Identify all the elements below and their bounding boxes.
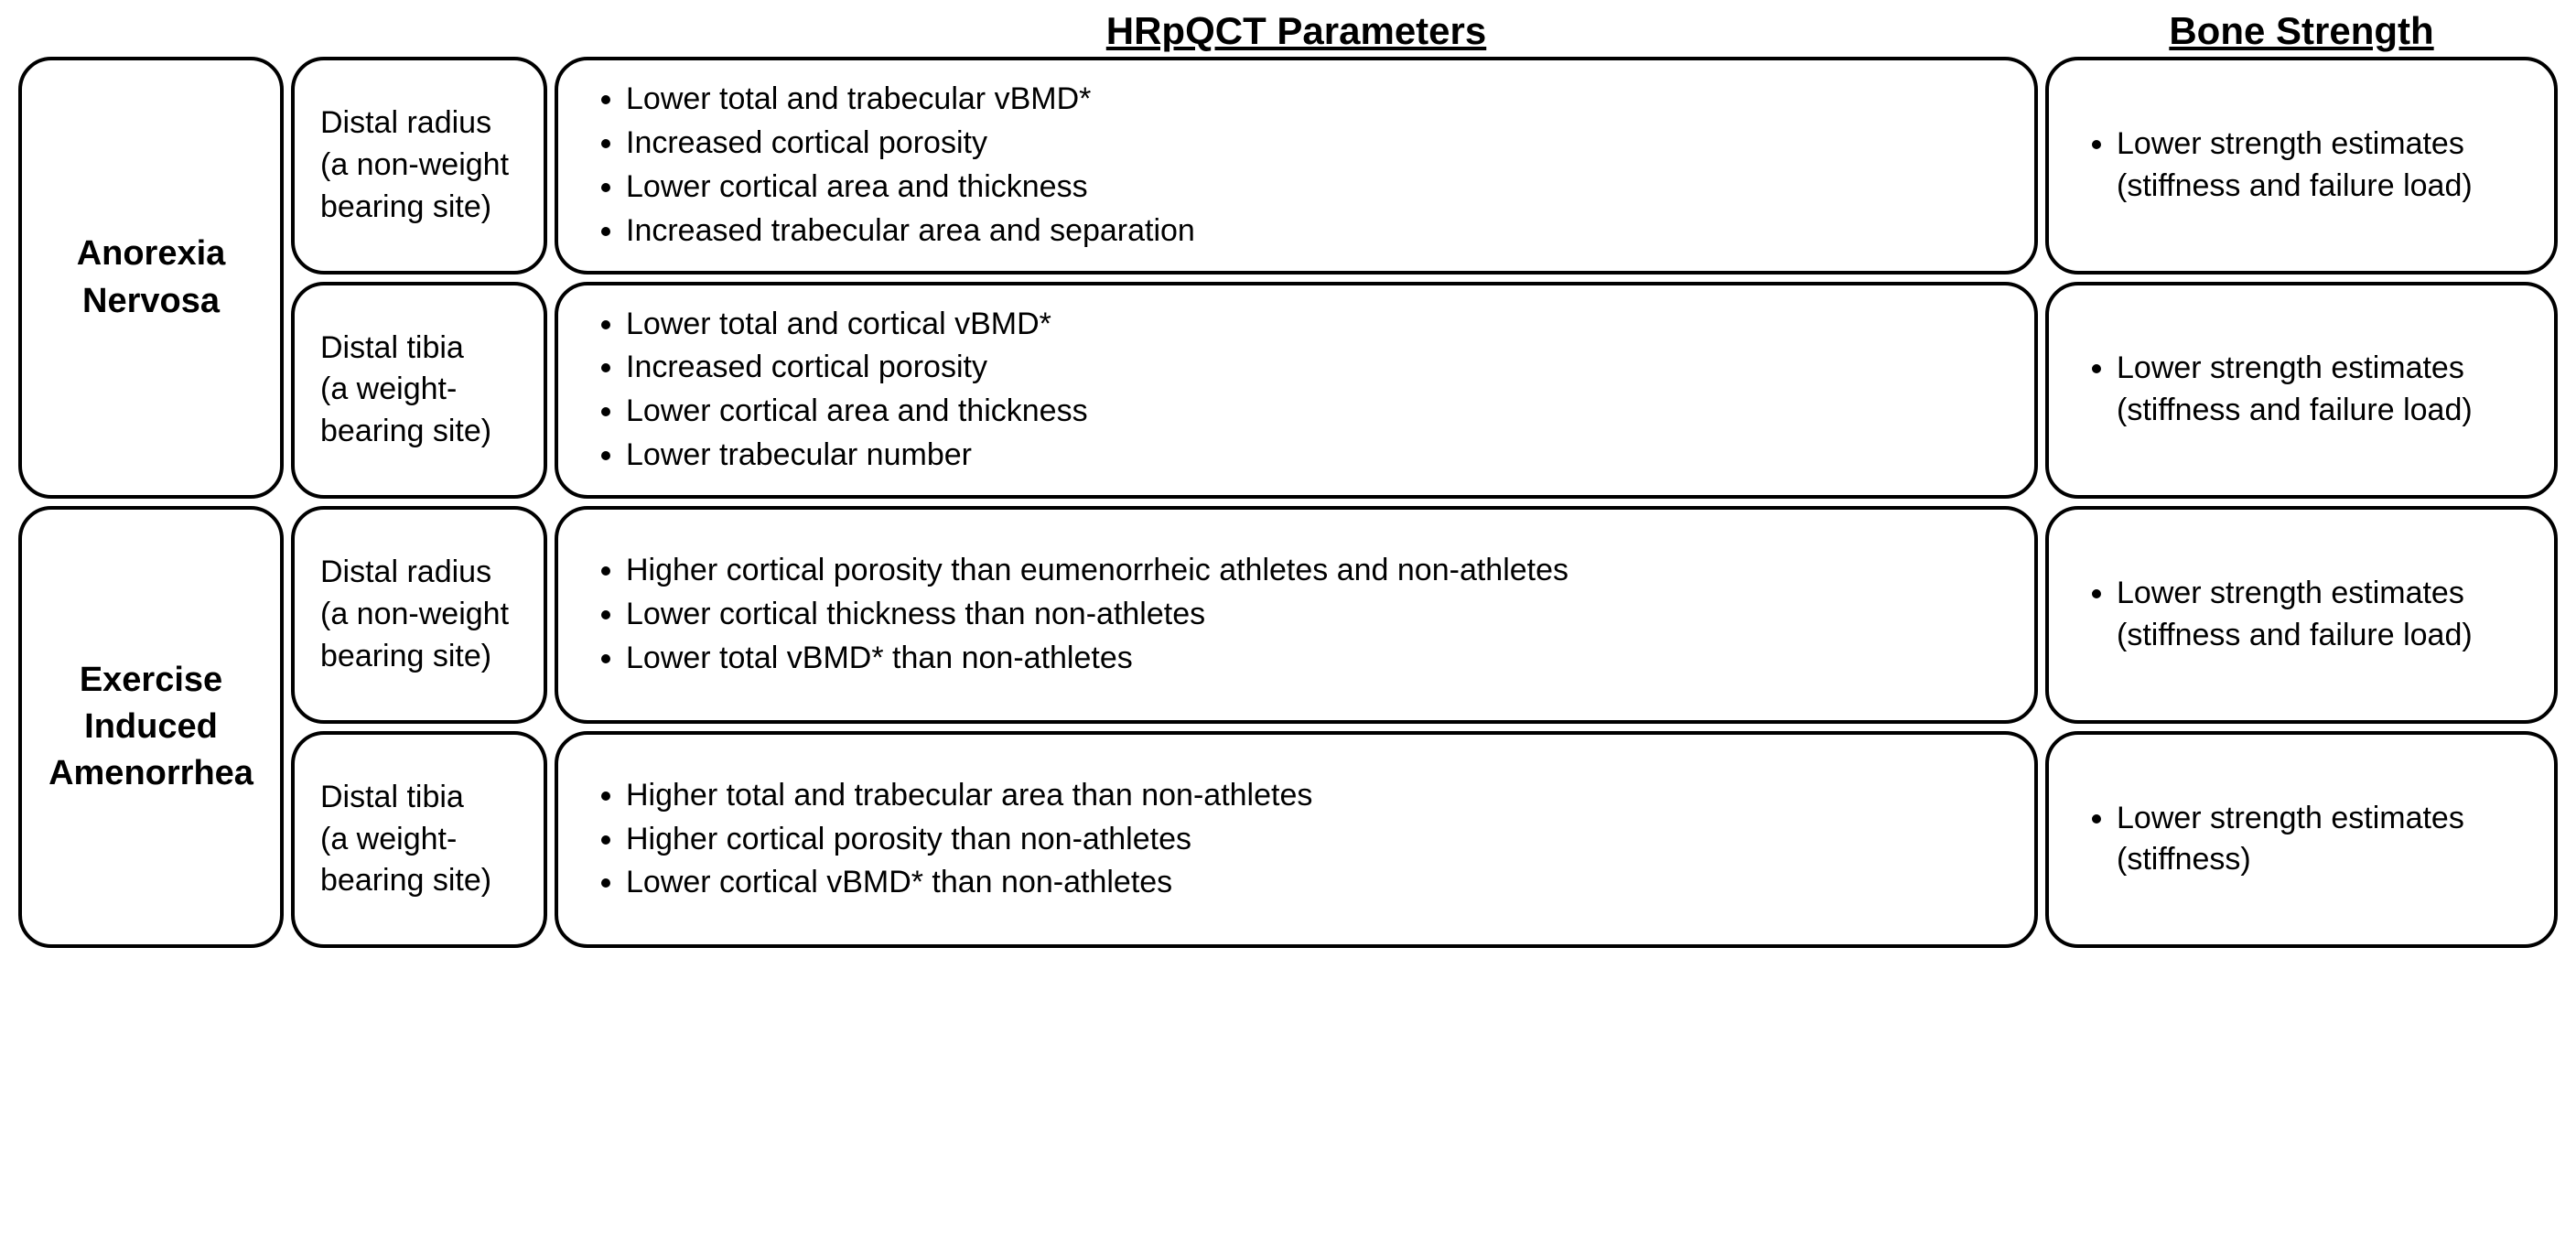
site-line2: (a weight-bearing site) bbox=[320, 822, 491, 899]
strength-box-0-1: Lower strength estimates (stiffness and … bbox=[2045, 282, 2558, 500]
site-line1: Distal tibia bbox=[320, 330, 464, 365]
header-hrpqct: HRpQCT Parameters bbox=[555, 9, 2038, 53]
param-item: Higher cortical porosity than non-athlet… bbox=[626, 819, 1312, 861]
diagram-grid: Anorexia Nervosa Distal radius (a non-we… bbox=[18, 57, 2558, 948]
param-item: Lower total and trabecular vBMD* bbox=[626, 79, 1195, 121]
strength-box-0-0: Lower strength estimates (stiffness and … bbox=[2045, 57, 2558, 275]
strength-item: Lower strength estimates (stiffness and … bbox=[2117, 573, 2528, 657]
strength-list: Lower strength estimates (stiffness and … bbox=[2075, 346, 2528, 434]
param-item: Increased cortical porosity bbox=[626, 123, 1195, 165]
site-box-0-0: Distal radius (a non-weight bearing site… bbox=[291, 57, 547, 275]
site-box-0-1: Distal tibia (a weight-bearing site) bbox=[291, 282, 547, 500]
param-item: Lower cortical area and thickness bbox=[626, 391, 1088, 433]
strength-item: Lower strength estimates (stiffness and … bbox=[2117, 348, 2528, 432]
site-line1: Distal tibia bbox=[320, 780, 464, 814]
param-item: Increased cortical porosity bbox=[626, 347, 1088, 389]
params-box-1-1: Higher total and trabecular area than no… bbox=[555, 731, 2038, 949]
strength-item: Lower strength estimates (stiffness) bbox=[2117, 798, 2528, 882]
params-list: Lower total and trabecular vBMD* Increas… bbox=[584, 77, 1195, 254]
site-box-1-0: Distal radius (a non-weight bearing site… bbox=[291, 506, 547, 724]
params-list: Higher total and trabecular area than no… bbox=[584, 773, 1312, 907]
condition-label-1: Exercise Induced Amenorrhea bbox=[18, 506, 284, 948]
site-box-1-1: Distal tibia (a weight-bearing site) bbox=[291, 731, 547, 949]
params-list: Higher cortical porosity than eumenorrhe… bbox=[584, 548, 1568, 682]
site-line2: (a weight-bearing site) bbox=[320, 371, 491, 448]
strength-list: Lower strength estimates (stiffness and … bbox=[2075, 122, 2528, 210]
site-line2: (a non-weight bearing site) bbox=[320, 147, 509, 224]
param-item: Increased trabecular area and separation bbox=[626, 210, 1195, 253]
site-line1: Distal radius bbox=[320, 555, 491, 589]
strength-list: Lower strength estimates (stiffness and … bbox=[2075, 571, 2528, 659]
params-box-0-0: Lower total and trabecular vBMD* Increas… bbox=[555, 57, 2038, 275]
header-bone-strength: Bone Strength bbox=[2045, 9, 2558, 53]
strength-box-1-0: Lower strength estimates (stiffness and … bbox=[2045, 506, 2558, 724]
param-item: Lower total vBMD* than non-athletes bbox=[626, 638, 1568, 680]
condition-label-0: Anorexia Nervosa bbox=[18, 57, 284, 499]
param-item: Lower cortical thickness than non-athlet… bbox=[626, 594, 1568, 636]
param-item: Lower cortical area and thickness bbox=[626, 167, 1195, 209]
params-list: Lower total and cortical vBMD* Increased… bbox=[584, 302, 1088, 479]
site-line2: (a non-weight bearing site) bbox=[320, 597, 509, 673]
param-item: Higher cortical porosity than eumenorrhe… bbox=[626, 550, 1568, 592]
param-item: Higher total and trabecular area than no… bbox=[626, 775, 1312, 817]
param-item: Lower total and cortical vBMD* bbox=[626, 304, 1088, 346]
params-box-1-0: Higher cortical porosity than eumenorrhe… bbox=[555, 506, 2038, 724]
params-box-0-1: Lower total and cortical vBMD* Increased… bbox=[555, 282, 2038, 500]
strength-box-1-1: Lower strength estimates (stiffness) bbox=[2045, 731, 2558, 949]
column-headers-row: HRpQCT Parameters Bone Strength bbox=[18, 9, 2558, 53]
site-line1: Distal radius bbox=[320, 105, 491, 140]
param-item: Lower trabecular number bbox=[626, 435, 1088, 477]
strength-item: Lower strength estimates (stiffness and … bbox=[2117, 124, 2528, 208]
strength-list: Lower strength estimates (stiffness) bbox=[2075, 796, 2528, 884]
param-item: Lower cortical vBMD* than non-athletes bbox=[626, 862, 1312, 904]
